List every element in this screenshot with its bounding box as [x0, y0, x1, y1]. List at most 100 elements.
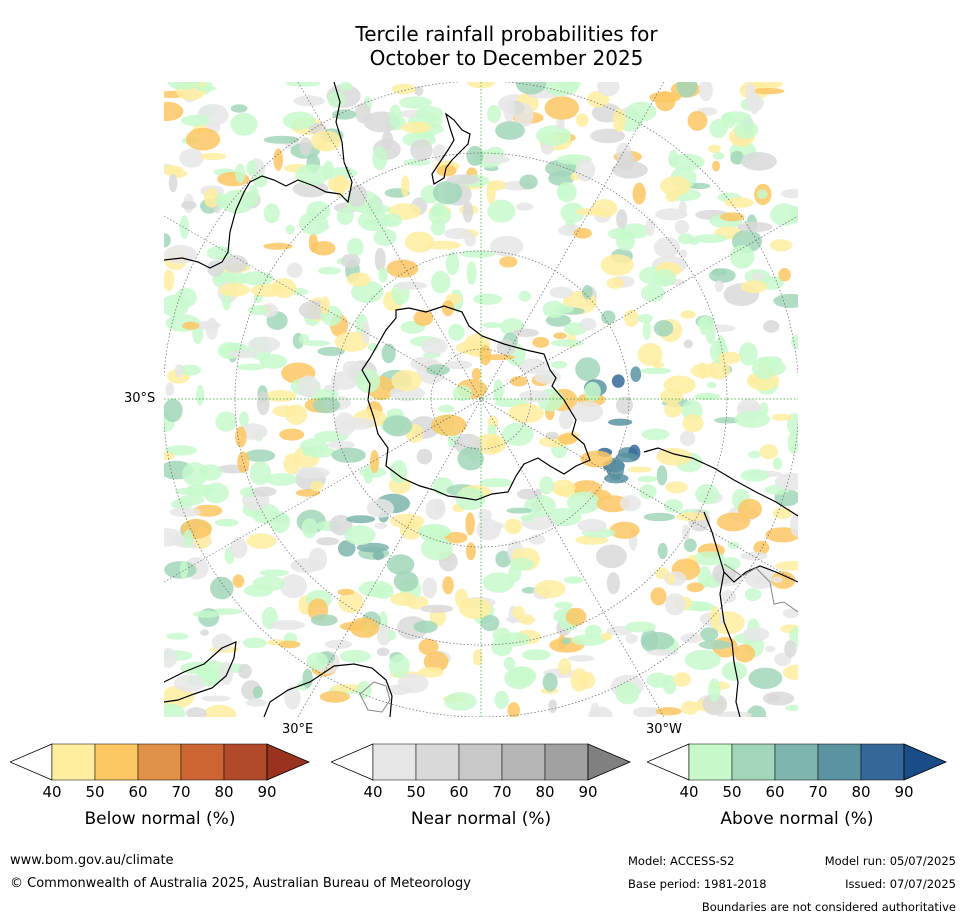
probability-patch: [595, 544, 627, 569]
probability-patch: [499, 256, 518, 268]
probability-patch: [565, 607, 587, 626]
probability-patch: [310, 481, 324, 492]
probability-patch: [341, 417, 376, 430]
probability-patch: [759, 444, 779, 460]
probability-patch: [404, 231, 435, 253]
probability-patch: [198, 464, 222, 481]
probability-patch: [632, 182, 646, 205]
probability-patch: [745, 94, 764, 112]
probability-patch: [529, 534, 546, 545]
probability-patch: [693, 234, 728, 243]
probability-patch: [591, 199, 618, 218]
probability-patch: [438, 404, 455, 413]
probability-patch: [393, 281, 428, 290]
probability-patch: [709, 605, 721, 628]
above-colorbar-box: [860, 743, 905, 781]
probability-patch: [487, 105, 501, 123]
probability-patch: [323, 160, 335, 180]
probability-patch: [373, 228, 397, 246]
probability-patch: [740, 152, 777, 171]
probability-patch: [506, 507, 532, 514]
probability-patch: [173, 674, 206, 692]
probability-patch: [520, 514, 534, 522]
probability-patch: [442, 576, 454, 595]
probability-patch: [716, 512, 751, 532]
probability-patch: [684, 649, 721, 671]
map-title: Tercile rainfall probabilities for Octob…: [0, 22, 965, 70]
probability-patch: [641, 631, 675, 651]
probability-patch: [567, 491, 600, 514]
probability-patch: [441, 300, 455, 317]
probability-patch: [185, 127, 221, 151]
probability-patch: [601, 310, 616, 325]
probability-patch: [577, 518, 607, 533]
probability-patch: [466, 145, 484, 166]
near-colorbar-extend-high: [587, 743, 632, 781]
probability-patch: [775, 561, 798, 571]
probability-patch: [482, 354, 515, 361]
probability-patch: [369, 450, 380, 474]
probability-patch: [282, 111, 316, 130]
probability-patch: [653, 320, 674, 337]
probability-patch: [417, 523, 451, 539]
probability-patch: [554, 601, 573, 609]
probability-patch: [517, 488, 538, 500]
probability-patch: [324, 639, 353, 649]
probability-patch: [600, 254, 634, 276]
near-colorbar-extend-low: [329, 743, 374, 781]
australia-coastline: [164, 82, 353, 269]
probability-patch: [330, 370, 359, 390]
bom-url: www.bom.gov.au/climate: [10, 853, 174, 868]
probability-patch: [674, 220, 690, 234]
probability-patch: [702, 693, 728, 716]
probability-patch: [164, 233, 171, 248]
probability-patch: [545, 431, 559, 440]
probability-patch: [387, 630, 396, 641]
probability-patch: [780, 189, 798, 199]
probability-patch: [385, 684, 412, 696]
probability-patch: [660, 388, 684, 404]
probability-patch: [676, 82, 698, 98]
probability-patch: [663, 499, 683, 513]
probability-patch: [346, 515, 376, 524]
probability-patch: [642, 320, 651, 340]
probability-patch: [584, 381, 601, 402]
probability-patch: [230, 112, 258, 136]
probability-patch: [698, 82, 713, 102]
probability-patch: [748, 667, 783, 689]
longitude-label-west: 30°W: [646, 722, 682, 737]
probability-patch: [718, 351, 742, 365]
probability-patch: [606, 277, 625, 289]
probability-patch: [695, 484, 720, 505]
probability-patch: [616, 232, 635, 251]
probability-patch: [630, 366, 642, 383]
near-tick-label: 80: [535, 783, 555, 801]
probability-patch: [164, 451, 175, 461]
probability-patch: [279, 574, 307, 599]
probability-patch: [306, 652, 328, 671]
probability-patch: [612, 108, 626, 133]
probability-patch: [381, 343, 396, 364]
probability-patch: [164, 101, 184, 121]
probability-patch: [399, 96, 432, 109]
probability-patch: [551, 479, 576, 496]
below-tick-label: 90: [257, 783, 277, 801]
above-colorbar-box: [817, 743, 862, 781]
probability-patch: [515, 202, 534, 211]
probability-patch: [416, 448, 433, 465]
probability-patch: [740, 551, 768, 561]
probability-patch: [381, 131, 394, 150]
probability-patch: [215, 192, 227, 209]
title-line-1: Tercile rainfall probabilities for: [355, 22, 658, 46]
probability-patch: [444, 360, 473, 370]
probability-patch: [349, 617, 380, 638]
below-tick-label: 70: [171, 783, 191, 801]
probability-patch: [269, 620, 306, 630]
probability-patch: [507, 702, 520, 717]
probability-patch: [575, 158, 595, 182]
probability-patch: [771, 413, 793, 421]
probability-patch: [616, 150, 635, 172]
probability-patch: [177, 495, 204, 506]
probability-patch: [284, 686, 301, 710]
madagascar-coastline: [359, 681, 391, 713]
